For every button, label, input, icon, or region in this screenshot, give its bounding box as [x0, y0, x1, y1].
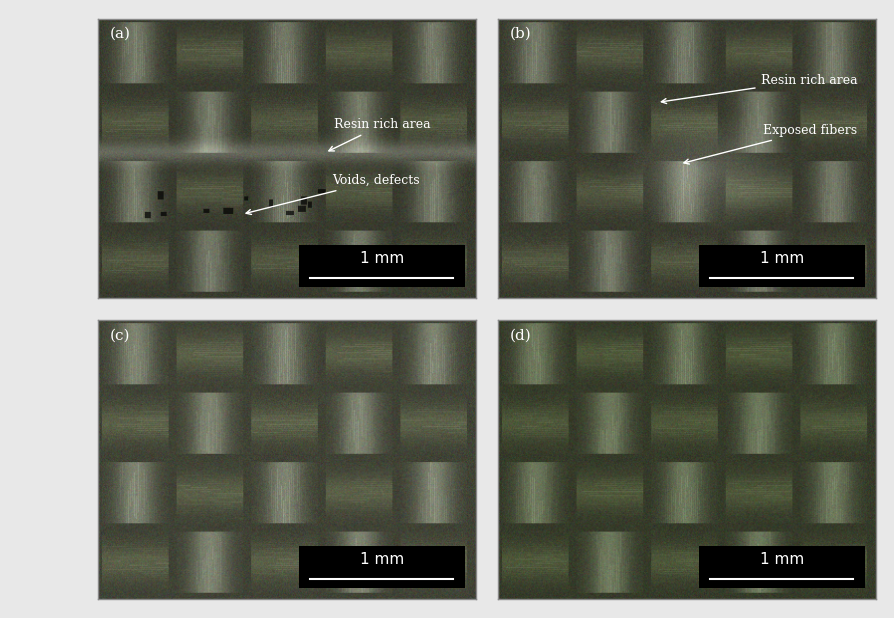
Text: (b): (b)	[510, 27, 532, 41]
Text: 1 mm: 1 mm	[760, 251, 804, 266]
Text: Resin rich area: Resin rich area	[662, 74, 857, 104]
Bar	[299, 245, 465, 287]
Text: Voids, defects: Voids, defects	[246, 174, 419, 214]
Text: 1 mm: 1 mm	[359, 251, 404, 266]
Bar	[698, 546, 864, 588]
Text: 1 mm: 1 mm	[760, 552, 804, 567]
Text: (a): (a)	[110, 27, 131, 41]
Text: 1 mm: 1 mm	[359, 552, 404, 567]
Text: Resin rich area: Resin rich area	[329, 118, 431, 151]
Text: (d): (d)	[510, 328, 532, 342]
Bar	[698, 245, 864, 287]
Bar	[299, 546, 465, 588]
Text: (c): (c)	[110, 328, 131, 342]
Text: Exposed fibers: Exposed fibers	[684, 124, 857, 164]
